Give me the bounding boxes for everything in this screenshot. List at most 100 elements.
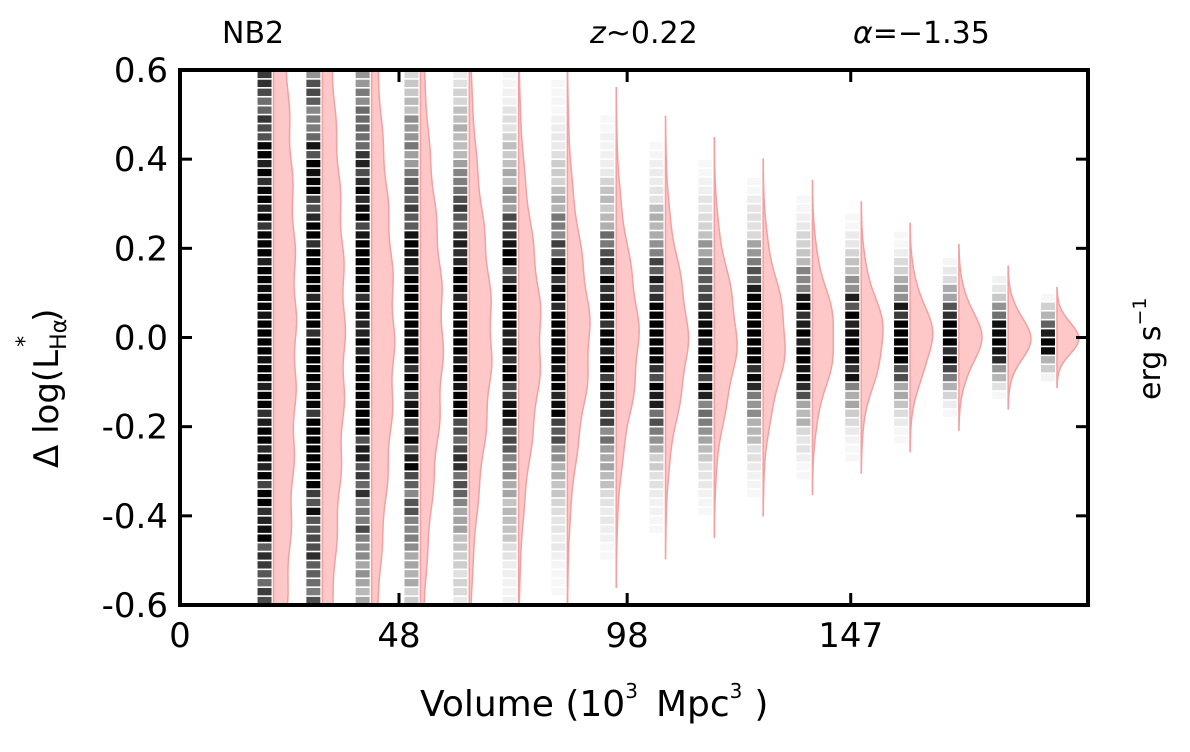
histogram-bin	[306, 543, 321, 551]
histogram-bin	[257, 159, 272, 168]
histogram-bin	[355, 88, 370, 96]
histogram-bin	[796, 365, 811, 373]
histogram-bin	[355, 159, 370, 168]
histogram-bin	[355, 266, 370, 275]
histogram-bin	[649, 436, 664, 444]
histogram-bin	[257, 293, 272, 302]
histogram-bin	[649, 329, 664, 337]
histogram-bin	[600, 436, 615, 444]
histogram-bin	[551, 177, 566, 186]
histogram-bin	[404, 70, 419, 79]
histogram-bin	[355, 543, 370, 551]
kde-violin	[1056, 286, 1080, 389]
histogram-bin	[551, 561, 566, 569]
histogram-bin	[992, 302, 1007, 310]
kde-violin	[860, 201, 884, 474]
histogram-bin	[453, 302, 468, 310]
histogram-bin	[845, 231, 860, 239]
histogram-bin	[649, 177, 664, 186]
histogram-bin	[257, 579, 272, 587]
histogram-bin	[453, 579, 468, 587]
histogram-bin	[257, 275, 272, 284]
histogram-bin	[551, 365, 566, 373]
histogram-bin	[453, 88, 468, 96]
histogram-bin	[600, 454, 615, 462]
histogram-bin	[453, 454, 468, 462]
histogram-bin	[257, 373, 272, 382]
histogram-bin	[698, 177, 713, 186]
histogram-bin	[698, 320, 713, 328]
histogram-bin	[649, 526, 663, 533]
histogram-bin	[453, 151, 468, 159]
histogram-bin	[306, 311, 321, 319]
kde-violin	[321, 70, 347, 605]
histogram-bin	[698, 311, 713, 319]
histogram-bin	[502, 480, 517, 489]
histogram-bin	[551, 418, 566, 426]
histogram-bin	[796, 240, 811, 248]
histogram-bin	[551, 266, 566, 275]
histogram-bin	[600, 311, 615, 319]
histogram-bin	[404, 587, 419, 596]
histogram-bin	[747, 222, 762, 230]
histogram-bin	[649, 302, 664, 310]
histogram-bin	[551, 89, 565, 96]
histogram-bin	[551, 258, 566, 266]
histogram-bin	[502, 275, 517, 284]
histogram-bin	[942, 338, 957, 346]
histogram-bin	[894, 373, 909, 382]
histogram-bin	[992, 338, 1007, 346]
histogram-bin	[600, 142, 615, 150]
histogram-bin	[453, 284, 468, 293]
kde-violin	[615, 87, 640, 588]
histogram-bin	[355, 151, 370, 159]
histogram-bin	[355, 507, 370, 516]
violin-group	[355, 70, 396, 605]
histogram-bin	[453, 525, 468, 533]
violin-group	[306, 70, 347, 605]
histogram-bin	[306, 240, 321, 248]
histogram-bin	[404, 151, 419, 159]
histogram-bin	[257, 418, 272, 426]
histogram-bin	[796, 213, 811, 221]
histogram-bin	[404, 373, 419, 382]
histogram-bin	[551, 338, 566, 346]
histogram-bin	[551, 311, 566, 319]
histogram-bin	[796, 231, 811, 239]
x-axis-label: Volume (103 Mpc3)	[420, 679, 768, 725]
histogram-bin	[796, 258, 811, 266]
histogram-bin	[502, 418, 517, 426]
histogram-bin	[698, 284, 713, 293]
histogram-bin	[257, 391, 272, 400]
histogram-bin	[355, 454, 370, 462]
histogram-bin	[404, 177, 419, 186]
histogram-bin	[747, 240, 762, 248]
histogram-bin	[551, 454, 566, 462]
histogram-bin	[992, 365, 1007, 373]
histogram-bin	[453, 320, 468, 328]
histogram-bin	[355, 516, 370, 524]
histogram-bin	[551, 489, 566, 498]
header-mid: z~0.22	[589, 16, 698, 51]
histogram-bin	[404, 240, 419, 248]
histogram-bin	[600, 391, 615, 400]
histogram-bin	[894, 382, 909, 391]
histogram-bin	[551, 570, 565, 577]
histogram-bin	[453, 338, 468, 346]
histogram-bin	[698, 409, 713, 417]
histogram-bin	[355, 570, 370, 578]
histogram-bin	[404, 115, 419, 123]
histogram-bin	[453, 516, 468, 524]
histogram-bin	[649, 356, 664, 364]
histogram-bin	[796, 302, 811, 310]
histogram-bin	[404, 427, 419, 435]
histogram-bin	[747, 409, 762, 417]
violin-group	[942, 243, 983, 432]
histogram-bin	[404, 365, 419, 373]
histogram-bin	[502, 213, 517, 221]
histogram-bin	[453, 373, 468, 382]
histogram-bin	[502, 320, 517, 328]
histogram-bin	[355, 472, 370, 480]
histogram-bin	[942, 284, 957, 293]
histogram-bin	[502, 409, 517, 417]
